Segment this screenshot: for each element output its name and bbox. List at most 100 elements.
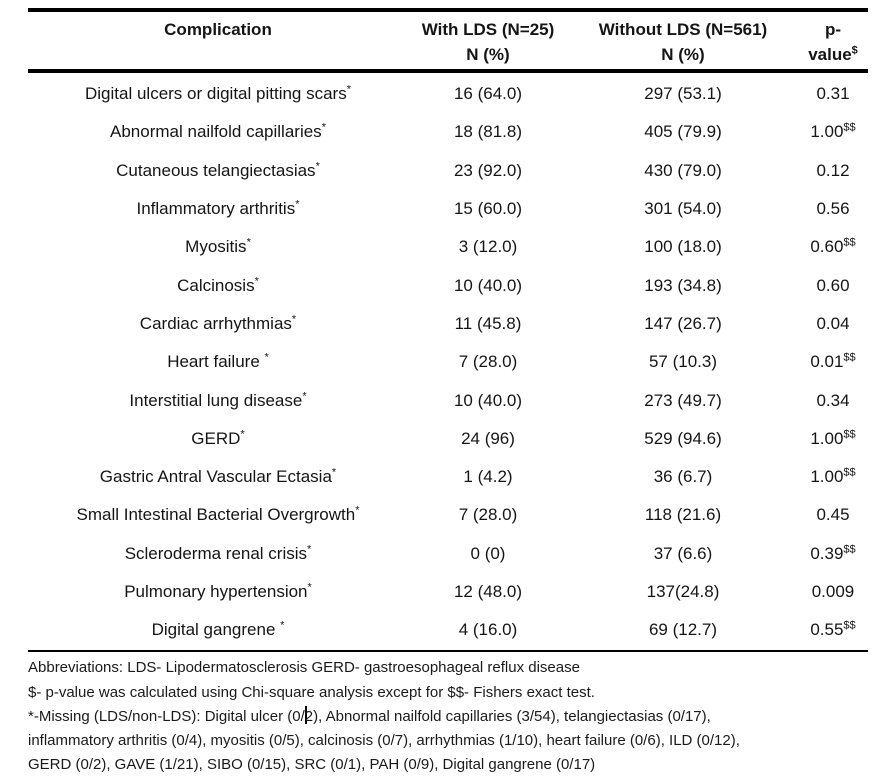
p-value-superscript: $$ (843, 236, 856, 249)
asterisk-marker: * (307, 543, 312, 556)
p-value: 0.39 (810, 543, 844, 563)
without-lds-value: 405 (79.9) (644, 122, 722, 142)
complication-cell: Small Intestinal Bacterial Overgrowth* (28, 505, 408, 525)
asterisk-marker: * (254, 274, 259, 287)
complication-cell: Heart failure * (28, 352, 408, 372)
p-value: 0.56 (816, 199, 850, 219)
footnote-missing-line1-pre: *-Missing (LDS/non-LDS): Digital ulcer (… (28, 707, 305, 725)
table-row-digital-gangrene: Digital gangrene * 4 (16.0) 69 (12.7) 0.… (28, 611, 868, 649)
header-with-lds-line1: With LDS (N=25) (421, 20, 555, 39)
p-value: 0.45 (816, 505, 850, 525)
p-value: 0.009 (811, 582, 855, 601)
without-lds-value: 273 (49.7) (644, 390, 722, 410)
complication-cell: Calcinosis* (28, 274, 408, 296)
asterisk-marker: * (291, 313, 297, 326)
table-row-inflammatory-arthritis: Inflammatory arthritis* 15 (60.0) 301 (5… (28, 190, 868, 228)
complication-label: Pulmonary hypertension (124, 582, 308, 601)
with-lds-value: 10 (40.0) (453, 275, 523, 295)
with-lds-value: 11 (45.8) (454, 313, 522, 333)
complication-cell: Pulmonary hypertension* (28, 582, 408, 602)
p-value-cell: 0.009 (798, 582, 868, 602)
asterisk-marker: * (246, 236, 251, 249)
without-lds-value: 100 (18.0) (644, 237, 722, 257)
table-row-gerd: GERD* 24 (96) 529 (94.6) 1.00$$ (28, 420, 868, 458)
header-p-value-line2: value (808, 45, 852, 64)
asterisk-marker: * (315, 160, 320, 173)
asterisk-marker: * (280, 619, 285, 632)
p-value: 1.00 (810, 428, 844, 448)
p-value-cell: 0.39$$ (798, 544, 868, 564)
complication-label: Inflammatory arthritis (136, 199, 296, 219)
p-value-cell: 0.60$$ (798, 237, 868, 257)
complication-cell: Cardiac arrhythmias* (28, 314, 408, 334)
without-lds-value: 137(24.8) (646, 582, 720, 601)
asterisk-marker: * (346, 83, 351, 96)
with-lds-value: 16 (64.0) (453, 84, 523, 104)
with-lds-value: 23 (92.0) (453, 160, 523, 180)
complication-cell: Abnormal nailfold capillaries* (28, 122, 408, 142)
without-lds-value: 147 (26.7) (644, 313, 722, 333)
complications-table: Complication With LDS (N=25) N (%) Witho… (28, 8, 868, 653)
p-value-superscript: $$ (843, 121, 856, 134)
without-lds-value: 69 (12.7) (648, 620, 718, 640)
footnote-missing-line1-post: 2), Abnormal nailfold capillaries (3/54)… (304, 707, 711, 725)
with-lds-value: 18 (81.8) (453, 122, 523, 142)
complication-cell: Digital ulcers or digital pitting scars* (28, 84, 408, 104)
p-value-cell: 0.45 (798, 505, 868, 525)
with-lds-value: 3 (12.0) (458, 237, 518, 257)
header-without-lds-line2: N (%) (661, 45, 705, 64)
p-value-cell: 1.00$$ (798, 429, 868, 449)
complication-label: Abnormal nailfold capillaries (110, 122, 322, 142)
complication-label: Gastric Antral Vascular Ectasia (99, 467, 332, 487)
header-without-lds-line1: Without LDS (N=561) (598, 20, 768, 39)
p-value: 0.60 (816, 275, 850, 295)
table-body: Digital ulcers or digital pitting scars*… (28, 73, 868, 653)
header-with-lds: With LDS (N=25) N (%) (408, 17, 568, 67)
table-row-myositis: Myositis* 3 (12.0) 100 (18.0) 0.60$$ (28, 228, 868, 266)
complication-label: GERD (191, 428, 241, 448)
asterisk-marker: * (355, 504, 360, 517)
complication-cell: Inflammatory arthritis* (28, 199, 408, 219)
p-value: 1.00 (810, 467, 844, 487)
text-cursor (304, 705, 307, 724)
table-row-nailfold-capillaries: Abnormal nailfold capillaries* 18 (81.8)… (28, 113, 868, 151)
header-p-value-line1: p- (824, 20, 842, 39)
with-lds-value: 10 (40.0) (453, 390, 523, 410)
p-value-superscript: $$ (843, 428, 856, 441)
asterisk-marker: * (240, 428, 245, 441)
complication-label: Calcinosis (177, 275, 255, 295)
p-value-cell: 0.01$$ (798, 352, 868, 372)
with-lds-value: 12 (48.0) (453, 582, 523, 601)
complication-cell: Myositis* (28, 237, 408, 257)
p-value: 0.04 (816, 313, 850, 333)
asterisk-marker: * (321, 121, 326, 134)
table-row-telangiectasias: Cutaneous telangiectasias* 23 (92.0) 430… (28, 152, 868, 190)
header-p-value: p- value$ (798, 17, 868, 67)
with-lds-value: 24 (96) (461, 428, 515, 448)
complication-cell: Gastric Antral Vascular Ectasia* (28, 467, 408, 487)
p-value-cell: 0.04 (798, 314, 868, 334)
table-row-sibo: Small Intestinal Bacterial Overgrowth* 7… (28, 496, 868, 534)
table-row-cardiac-arrhythmias: Cardiac arrhythmias* 11 (45.8) 147 (26.7… (28, 305, 868, 343)
p-value: 0.55 (810, 620, 844, 640)
table-row-gave: Gastric Antral Vascular Ectasia* 1 (4.2)… (28, 458, 868, 496)
without-lds-value: 118 (21.6) (644, 505, 722, 525)
table-row-scleroderma-renal-crisis: Scleroderma renal crisis* 0 (0) 37 (6.6)… (28, 535, 868, 573)
p-value-cell: 0.60 (798, 276, 868, 296)
complication-label: Cutaneous telangiectasias (116, 160, 316, 180)
p-value-cell: 0.31 (798, 84, 868, 104)
without-lds-value: 37 (6.6) (653, 543, 713, 563)
complication-cell: Interstitial lung disease* (28, 390, 408, 411)
complication-cell: Scleroderma renal crisis* (28, 544, 408, 564)
header-with-lds-line2: N (%) (466, 45, 510, 64)
table-row-interstitial-lung-disease: Interstitial lung disease* 10 (40.0) 273… (28, 381, 868, 419)
header-without-lds: Without LDS (N=561) N (%) (568, 17, 798, 67)
complication-label: Myositis (185, 237, 247, 257)
header-complication-label: Complication (164, 20, 272, 39)
footnote-pvalue-method: $- p-value was calculated using Chi-squa… (28, 683, 595, 701)
footnote-missing-line2: inflammatory arthritis (0/4), myositis (… (28, 732, 740, 750)
complication-label: Interstitial lung disease (129, 390, 303, 410)
table-row-heart-failure: Heart failure * 7 (28.0) 57 (10.3) 0.01$… (28, 343, 868, 381)
with-lds-value: 15 (60.0) (453, 199, 523, 219)
table-row-calcinosis: Calcinosis* 10 (40.0) 193 (34.8) 0.60 (28, 266, 868, 304)
